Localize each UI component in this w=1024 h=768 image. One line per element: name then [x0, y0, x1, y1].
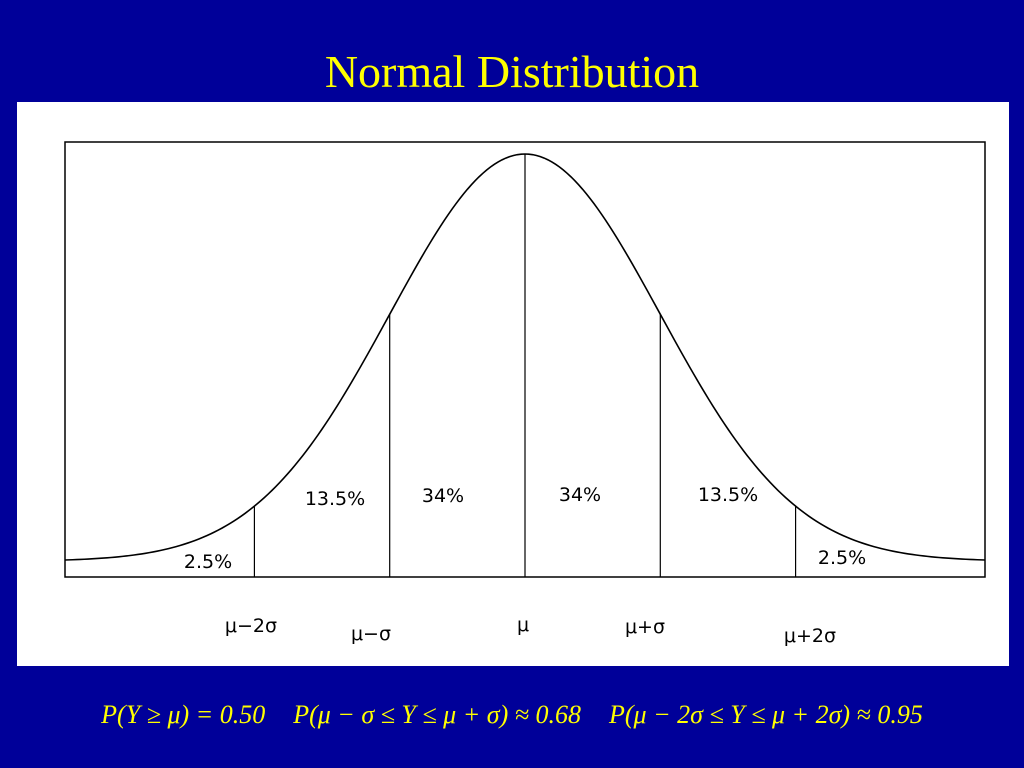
region-percent-label: 13.5%	[305, 488, 365, 510]
region-percent-label: 34%	[559, 484, 601, 506]
normal-distribution-chart: 2.5% 13.5% 34% 34% 13.5% 2.5% μ−2σ μ−σ μ μ+σ μ+2σ	[64, 141, 986, 647]
tick-label: μ+σ	[625, 616, 665, 638]
region-labels: 2.5% 13.5% 34% 34% 13.5% 2.5%	[184, 484, 866, 573]
chart-panel: 2.5% 13.5% 34% 34% 13.5% 2.5% μ−2σ μ−σ μ μ+σ μ+2σ	[17, 102, 1009, 666]
region-percent-label: 2.5%	[818, 547, 866, 569]
region-percent-label: 2.5%	[184, 551, 232, 573]
region-percent-label: 13.5%	[698, 484, 758, 506]
tick-label: μ−2σ	[225, 615, 277, 637]
formula-two-sd: P(μ − 2σ ≤ Y ≤ μ + 2σ) ≈ 0.95	[609, 700, 923, 729]
tick-labels: μ−2σ μ−σ μ μ+σ μ+2σ	[225, 614, 836, 647]
region-percent-label: 34%	[422, 485, 464, 507]
sd-dividers	[253, 154, 797, 577]
formula-row: P(Y ≥ μ) = 0.50 P(μ − σ ≤ Y ≤ μ + σ) ≈ 0…	[0, 700, 1024, 740]
formula-one-sd: P(μ − σ ≤ Y ≤ μ + σ) ≈ 0.68	[293, 700, 582, 729]
normal-curve	[64, 153, 986, 561]
slide-title: Normal Distribution	[324, 46, 700, 97]
tick-label: μ+2σ	[784, 625, 836, 647]
tick-label: μ−σ	[351, 623, 391, 645]
formula-half: P(Y ≥ μ) = 0.50	[101, 700, 266, 729]
tick-label: μ	[517, 614, 529, 636]
